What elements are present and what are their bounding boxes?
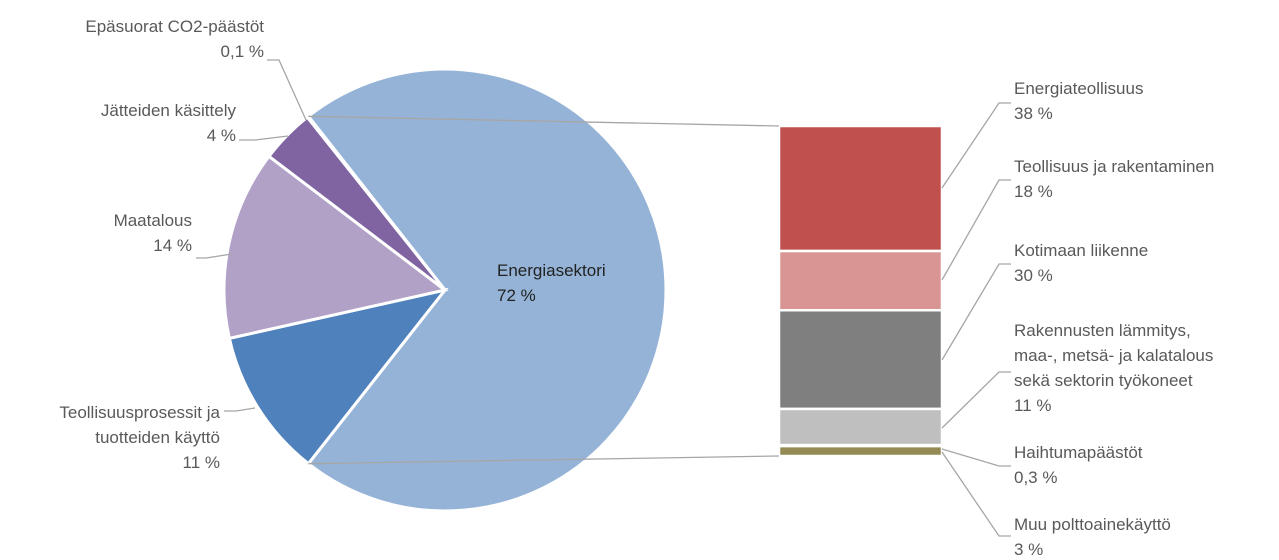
bar-segment-energiateollisuus xyxy=(777,124,944,253)
leader-line-teollisuusprosessit-ja-tuotteiden-kaytto xyxy=(224,407,256,412)
leader-line-maatalous xyxy=(196,253,233,259)
leader-line-rakennusten-lammitys-maa-metsa-ja-kalatalous-seka-sektorin-tyokoneet xyxy=(941,371,1011,429)
connector-line-top xyxy=(308,115,780,127)
data-label-kotimaan-liikenne: Kotimaan liikenne 30 % xyxy=(1014,241,1148,285)
data-label-jatteiden-kasittely: Jätteiden käsittely 4 % xyxy=(101,101,237,145)
leader-line-jatteiden-kasittely xyxy=(239,135,289,141)
data-label-rakennusten-lammitys-maa-metsa-ja-kalatalous-seka-sektorin-tyokoneet: Rakennusten lämmitys, maa-, metsä- ja kal… xyxy=(1014,321,1213,415)
pie-slice-maatalous xyxy=(222,154,449,341)
pie-slice-teollisuusprosessit-ja-tuotteiden-kaytto xyxy=(227,287,449,466)
pie-slice-energiasektori xyxy=(306,67,668,513)
pie-slice-epasuorat-co2-paastot xyxy=(305,114,447,291)
bar-segment-rakennusten-lammitys-maa-metsa-ja-kalatalous-seka-sektorin-tyokoneet xyxy=(777,407,944,447)
bar-segment-muu-polttoainekaytto xyxy=(777,444,944,458)
data-label-energiateollisuus: Energiateollisuus 38 % xyxy=(1014,79,1143,123)
data-label-maatalous: Maatalous 14 % xyxy=(114,211,192,255)
bar-segment-kotimaan-liikenne xyxy=(777,309,944,411)
leader-line-teollisuus-ja-rakentaminen xyxy=(941,179,1011,281)
connector-line-bottom xyxy=(308,455,780,465)
leader-line-epasuorat-co2-paastot xyxy=(267,59,307,121)
data-label-energiasektori: Energiasektori 72 % xyxy=(497,261,606,305)
leader-line-haihtumapaastot xyxy=(941,448,1011,467)
data-label-muu-polttoainekaytto: Muu polttoainekäyttö 3 % xyxy=(1014,515,1171,559)
data-label-teollisuusprosessit-ja-tuotteiden-kaytto: Teollisuusprosessit ja tuotteiden käyttö 1… xyxy=(59,403,220,472)
bar-segment-teollisuus-ja-rakentaminen xyxy=(777,249,944,312)
leader-line-muu-polttoainekaytto xyxy=(941,451,1011,537)
data-label-teollisuus-ja-rakentaminen: Teollisuus ja rakentaminen 18 % xyxy=(1014,157,1214,201)
data-label-epasuorat-co2-paastot: Epäsuorat CO2-päästöt 0,1 % xyxy=(85,17,264,61)
data-label-haihtumapaastot: Haihtumapäästöt 0,3 % xyxy=(1014,443,1143,487)
leader-line-kotimaan-liikenne xyxy=(941,263,1011,361)
leader-line-energiateollisuus xyxy=(941,102,1011,189)
